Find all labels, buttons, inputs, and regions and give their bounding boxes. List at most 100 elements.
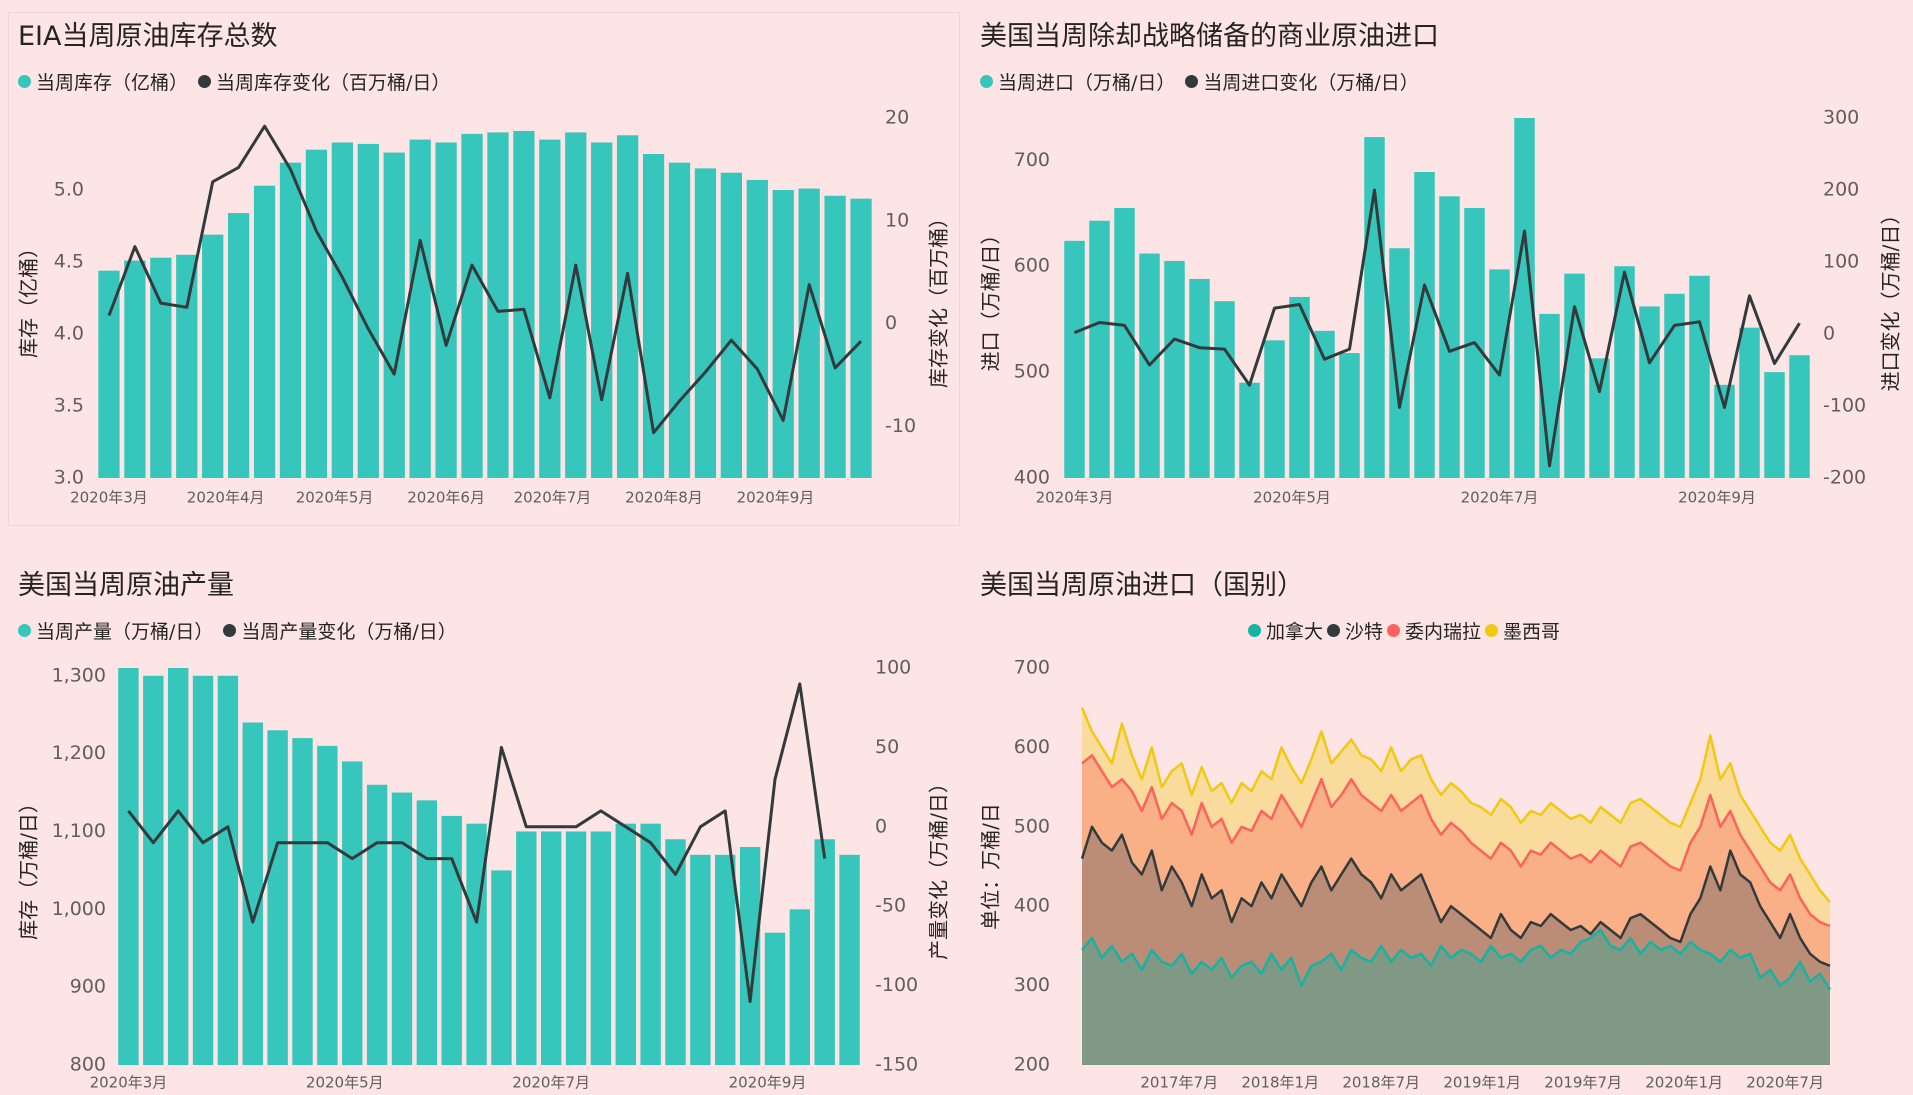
country-y-tick-label: 500: [1014, 815, 1050, 837]
imports-legend-bar[interactable]: 当周进口（万桶/日）: [980, 68, 1175, 95]
imports-bar: [1264, 340, 1285, 478]
imports-y2-tick-label: 0: [1823, 323, 1835, 345]
inventory-x-tick-label: 2020年8月: [625, 489, 703, 507]
imports-y2-tick-label: -200: [1823, 467, 1866, 489]
imports-legend[interactable]: 当周进口（万桶/日） 当周进口变化（万桶/日）: [980, 68, 1429, 95]
inventory-x-tick-label: 2020年6月: [407, 489, 485, 507]
production-bar: [764, 932, 786, 1065]
production-y2-tick-label: 0: [875, 815, 887, 837]
inventory-x-tick-label: 2020年9月: [737, 489, 815, 507]
production-legend-line[interactable]: 当周产量变化（万桶/日）: [223, 617, 457, 644]
legend-saudi-dot-icon: [1327, 624, 1341, 637]
imports-bar: [1289, 296, 1310, 478]
imports-legend-line[interactable]: 当周进口变化（万桶/日）: [1185, 68, 1419, 95]
inventory-bar: [617, 135, 639, 478]
production-bar: [690, 854, 711, 1065]
production-y-tick-label: 1,100: [52, 820, 106, 842]
country-title: 美国当周原油进口（国别）: [980, 570, 1304, 601]
imports-bar: [1214, 301, 1235, 478]
country-legend-canada-label: 加拿大: [1266, 621, 1324, 643]
inventory-y-tick-label: 3.5: [54, 395, 84, 417]
production-y-tick-label: 1,200: [52, 742, 106, 764]
production-bar: [491, 870, 512, 1065]
imports-bar: [1339, 353, 1360, 478]
legend-venezuela-dot-icon: [1387, 624, 1401, 637]
country-x-tick-label: 2019年1月: [1443, 1074, 1521, 1092]
inventory-bar: [850, 198, 872, 478]
production-bar: [366, 784, 388, 1065]
production-legend-line-label: 当周产量变化（万桶/日）: [241, 621, 457, 643]
inventory-y2-tick-label: 10: [885, 209, 909, 231]
imports-bar: [1414, 172, 1435, 478]
production-x-tick-label: 2020年5月: [306, 1074, 384, 1092]
production-bar: [615, 823, 636, 1065]
inventory-legend-line[interactable]: 当周库存变化（百万桶/日）: [198, 68, 450, 95]
imports-y2-tick-label: 200: [1823, 179, 1859, 201]
country-legend-saudi[interactable]: 沙特: [1327, 617, 1383, 644]
legend-canada-dot-icon: [1248, 624, 1261, 637]
country-x-tick-label: 2018年1月: [1241, 1074, 1319, 1092]
imports-y2-tick-label: -100: [1823, 395, 1866, 417]
imports-bar: [1739, 327, 1760, 478]
country-legend-mexico[interactable]: 墨西哥: [1485, 617, 1560, 644]
country-line-mexico: [1080, 707, 1831, 904]
production-bar: [192, 675, 214, 1065]
inventory-legend[interactable]: 当周库存（亿桶） 当周库存变化（百万桶/日）: [18, 68, 460, 95]
imports-bar: [1064, 240, 1085, 478]
imports-x-tick-label: 2020年9月: [1678, 489, 1756, 507]
imports-panel: 美国当周除却战略储备的商业原油进口 当周进口（万桶/日） 当周进口变化（万桶/日…: [980, 14, 1913, 524]
country-area-canada: [1082, 930, 1830, 1065]
imports-bar: [1089, 220, 1110, 479]
imports-y-axis-label: 进口（万桶/日）: [979, 225, 1003, 372]
inventory-bar: [331, 142, 353, 479]
production-bar: [342, 761, 363, 1065]
inventory-title: EIA当周原油库存总数: [18, 21, 278, 52]
production-y-tick-label: 1,000: [52, 898, 106, 920]
production-legend-bar[interactable]: 当周产量（万桶/日）: [18, 617, 213, 644]
inventory-bar: [357, 143, 379, 479]
inventory-bar: [253, 185, 276, 478]
imports-y2-tick-label: 300: [1823, 107, 1859, 129]
inventory-bar: [202, 234, 224, 478]
country-x-tick-label: 2020年7月: [1746, 1074, 1824, 1092]
production-bar: [242, 722, 263, 1065]
inventory-bar: [720, 172, 742, 478]
production-panel: 美国当周原油产量 当周产量（万桶/日） 当周产量变化（万桶/日）: [18, 563, 958, 1095]
imports-bar: [1589, 358, 1610, 478]
country-y-tick-label: 200: [1014, 1054, 1050, 1076]
production-bar: [516, 831, 537, 1065]
production-bar: [565, 831, 587, 1065]
imports-y-tick-label: 500: [1014, 361, 1050, 383]
inventory-bar: [409, 139, 431, 478]
legend-mexico-dot-icon: [1485, 624, 1499, 637]
legend-bar-dot-icon: [980, 75, 993, 88]
production-legend[interactable]: 当周产量（万桶/日） 当周产量变化（万桶/日）: [18, 617, 467, 644]
imports-legend-line-label: 当周进口变化（万桶/日）: [1203, 72, 1419, 94]
imports-bar: [1614, 266, 1635, 478]
inventory-y-axis-label: 库存（亿桶）: [17, 238, 41, 358]
country-y-tick-label: 400: [1014, 895, 1050, 917]
inventory-bar: [746, 179, 768, 479]
imports-x-tick-label: 2020年7月: [1461, 489, 1539, 507]
legend-bar-dot-icon: [18, 624, 31, 637]
inventory-bar: [591, 142, 613, 479]
inventory-bar: [383, 152, 405, 478]
production-y-tick-label: 1,300: [52, 664, 106, 686]
inventory-bar: [487, 132, 509, 478]
production-bar: [167, 668, 189, 1065]
inventory-legend-bar[interactable]: 当周库存（亿桶）: [18, 68, 188, 95]
country-legend[interactable]: 加拿大 沙特 委内瑞拉 墨西哥: [1248, 617, 1570, 644]
production-y-axis-label: 库存（万桶/日）: [17, 793, 41, 940]
imports-y-tick-label: 700: [1014, 149, 1050, 171]
country-legend-venezuela[interactable]: 委内瑞拉: [1387, 617, 1481, 644]
production-y2-tick-label: -150: [875, 1054, 918, 1076]
inventory-change-line: [107, 124, 863, 435]
inventory-bar: [798, 188, 820, 478]
production-bar: [441, 815, 462, 1065]
country-legend-canada[interactable]: 加拿大: [1248, 617, 1323, 644]
legend-line-dot-icon: [198, 75, 212, 88]
inventory-y-tick-label: 4.0: [54, 323, 84, 345]
production-x-tick-label: 2020年7月: [512, 1074, 590, 1092]
imports-bar: [1364, 137, 1385, 478]
